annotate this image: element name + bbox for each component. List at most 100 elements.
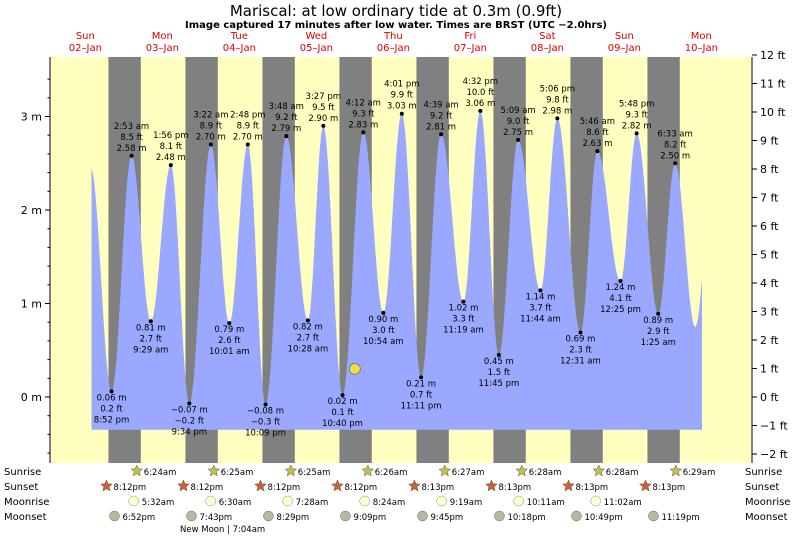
moonrise-icon <box>282 495 293 507</box>
tide-label: 5:09 am <box>500 106 535 116</box>
day-date-label: 07–Jan <box>454 43 487 54</box>
tide-label: 9.8 ft <box>546 95 569 105</box>
high-tide-point[interactable] <box>516 137 521 142</box>
high-tide-point[interactable] <box>208 142 213 147</box>
tide-label: 9.5 ft <box>312 103 335 113</box>
sunrise-time: 6:27am <box>452 468 485 478</box>
high-tide-point[interactable] <box>284 134 289 139</box>
tide-label: 9:29 am <box>133 345 168 355</box>
low-tide-point[interactable] <box>227 321 232 326</box>
sunset-icon <box>254 479 267 492</box>
day-date-label: 06–Jan <box>377 43 410 54</box>
right-tick-label: 2 ft <box>760 334 779 347</box>
tide-label: 3.06 m <box>465 99 495 109</box>
high-tide-point[interactable] <box>555 116 560 121</box>
moonset-icon <box>186 510 197 522</box>
moonset-time: 9:45pm <box>430 513 463 523</box>
tide-label: 10:28 am <box>288 344 329 354</box>
tide-label: 2.63 m <box>582 139 612 149</box>
right-tick-label: 10 ft <box>760 106 786 119</box>
high-tide-point[interactable] <box>439 132 444 137</box>
tide-label: 2.3 ft <box>569 345 592 355</box>
tide-label: 0.06 m <box>97 393 127 403</box>
moonrise-time: 8:24am <box>373 498 406 508</box>
tide-label: 3.7 ft <box>529 303 552 313</box>
sunrise-icon <box>130 464 144 477</box>
tide-label: 2.98 m <box>542 106 572 116</box>
high-tide-point[interactable] <box>634 131 639 136</box>
tide-label: 8.6 ft <box>586 128 609 138</box>
tide-label: 4.1 ft <box>609 294 632 304</box>
right-tick-label: 9 ft <box>760 135 779 148</box>
low-tide-point[interactable] <box>618 279 623 284</box>
tide-label: 3:27 pm <box>306 92 341 102</box>
tide-label: 9:34 pm <box>172 428 207 438</box>
high-tide-point[interactable] <box>321 123 326 128</box>
tide-label: 2.50 m <box>660 151 690 161</box>
sunset-time: 8:12pm <box>344 483 377 493</box>
low-tide-point[interactable] <box>340 393 345 398</box>
sunrise-icon <box>592 464 606 477</box>
high-tide-point[interactable] <box>399 111 404 116</box>
low-tide-point[interactable] <box>263 402 268 407</box>
high-tide-point[interactable] <box>673 161 678 166</box>
high-tide-point[interactable] <box>361 130 366 135</box>
moonrise-row-label-left: Moonrise <box>4 497 49 508</box>
tide-label: 1.02 m <box>448 304 478 314</box>
tide-label: 8:52 pm <box>94 415 129 425</box>
high-tide-point[interactable] <box>168 163 173 168</box>
tide-label: 2:48 pm <box>230 111 265 121</box>
tide-label: 1:56 pm <box>153 131 188 141</box>
day-date-label: 08–Jan <box>531 43 564 54</box>
chart-subtitle: Image captured 17 minutes after low wate… <box>185 20 607 31</box>
day-name-label: Wed <box>305 31 327 42</box>
high-tide-point[interactable] <box>478 108 483 113</box>
tide-label: −0.3 ft <box>251 417 281 427</box>
moonset-icon <box>494 510 505 522</box>
moonrise-icon <box>513 495 524 507</box>
sunrise-row-label-right: Sunrise <box>745 467 782 478</box>
high-tide-point[interactable] <box>245 142 250 147</box>
tide-label: −0.08 m <box>247 406 284 416</box>
low-tide-point[interactable] <box>419 375 424 380</box>
sunset-time: 8:13pm <box>575 483 608 493</box>
sunset-row-label-left: Sunset <box>4 482 38 493</box>
tide-label: 5:48 pm <box>619 99 654 109</box>
low-tide-point[interactable] <box>381 310 386 315</box>
low-tide-point[interactable] <box>461 299 466 304</box>
low-tide-point[interactable] <box>148 319 153 324</box>
low-tide-point[interactable] <box>578 330 583 335</box>
low-tide-point[interactable] <box>187 401 192 406</box>
tide-label: 2.9 ft <box>647 327 670 337</box>
moonset-icon <box>340 510 351 522</box>
low-tide-point[interactable] <box>109 389 114 394</box>
moonset-row-label-right: Moonset <box>745 512 788 523</box>
day-name-label: Thu <box>383 31 403 42</box>
tide-label: 0.69 m <box>565 334 595 344</box>
tide-label: 10:09 pm <box>245 428 286 438</box>
current-tide-marker <box>348 363 361 375</box>
tide-label: 2.81 m <box>426 122 456 132</box>
day-date-label: 05–Jan <box>300 43 333 54</box>
right-tick-label: 0 ft <box>760 391 779 404</box>
tide-label: 8.2 ft <box>664 140 687 150</box>
sunset-time: 8:13pm <box>498 483 531 493</box>
sunrise-icon <box>207 464 221 477</box>
tide-label: 12:31 am <box>560 356 601 366</box>
low-tide-point[interactable] <box>496 352 501 357</box>
sunset-icon <box>562 479 575 492</box>
right-tick-label: 8 ft <box>760 163 779 176</box>
sunrise-time: 6:26am <box>375 468 408 478</box>
low-tide-point[interactable] <box>538 288 543 293</box>
low-tide-point[interactable] <box>656 311 661 316</box>
tide-label: 0.1 ft <box>331 408 354 418</box>
high-tide-point[interactable] <box>595 149 600 154</box>
high-tide-point[interactable] <box>129 153 134 158</box>
sunset-time: 8:13pm <box>421 483 454 493</box>
low-tide-point[interactable] <box>305 318 310 323</box>
day-date-label: 09–Jan <box>608 43 641 54</box>
tide-label: 2.75 m <box>503 128 533 138</box>
day-name-label: Mon <box>691 31 712 42</box>
